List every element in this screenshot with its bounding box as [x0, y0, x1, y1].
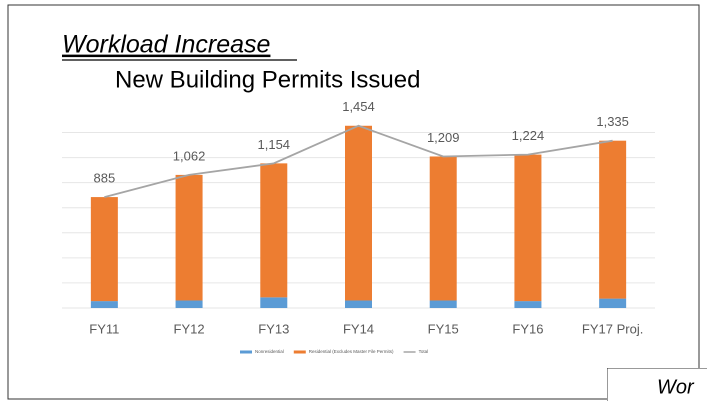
x-tick-label: FY13 [258, 321, 289, 336]
bar-segment [429, 156, 457, 301]
bar-segment [345, 125, 372, 301]
bar-segment [345, 300, 372, 308]
next-slide: Wor [607, 368, 707, 401]
x-tick-label: FY17 Proj. [582, 321, 643, 336]
legend-label: Residential (Excludes Master File Permit… [309, 349, 394, 354]
bar-segment [175, 300, 203, 308]
bar-segment [429, 300, 457, 308]
bar-segment [90, 197, 118, 302]
slide-title: Workload Increase [62, 31, 270, 59]
data-label: 1,335 [596, 114, 629, 129]
x-tick-label: FY15 [428, 321, 459, 336]
bar-segment [90, 301, 118, 308]
legend-label: Nonresidential [255, 349, 284, 354]
legend-label: Total [419, 349, 429, 354]
x-tick-label: FY12 [174, 321, 205, 336]
bar-segment [514, 154, 542, 302]
legend-swatch [293, 350, 306, 354]
next-slide-frame [607, 368, 707, 401]
x-tick-label: FY14 [343, 321, 374, 336]
data-label: 1,154 [258, 137, 291, 152]
total-line [104, 124, 613, 198]
data-label: 1,062 [173, 148, 206, 163]
slide-subtitle: New Building Permits Issued [115, 66, 420, 93]
bar-segment [260, 297, 288, 308]
legend-swatch [240, 350, 252, 354]
bar-segment [599, 140, 627, 299]
x-tick-label: FY16 [512, 321, 543, 336]
chart: FY11 FY12 FY13 FY14 FY15 FY16 FY17 Proj. 885 1,0… [62, 99, 655, 354]
bar-segment [514, 301, 542, 308]
next-slide-title: Wor [657, 376, 695, 398]
bar-segment [175, 174, 203, 301]
data-label: 1,224 [512, 128, 545, 143]
data-label: 885 [94, 171, 116, 186]
data-label: 1,209 [427, 130, 460, 145]
x-tick-label: FY11 [89, 321, 119, 336]
data-label: 1,454 [342, 99, 375, 114]
bar-segment [260, 163, 288, 298]
bar-segment [599, 298, 627, 308]
